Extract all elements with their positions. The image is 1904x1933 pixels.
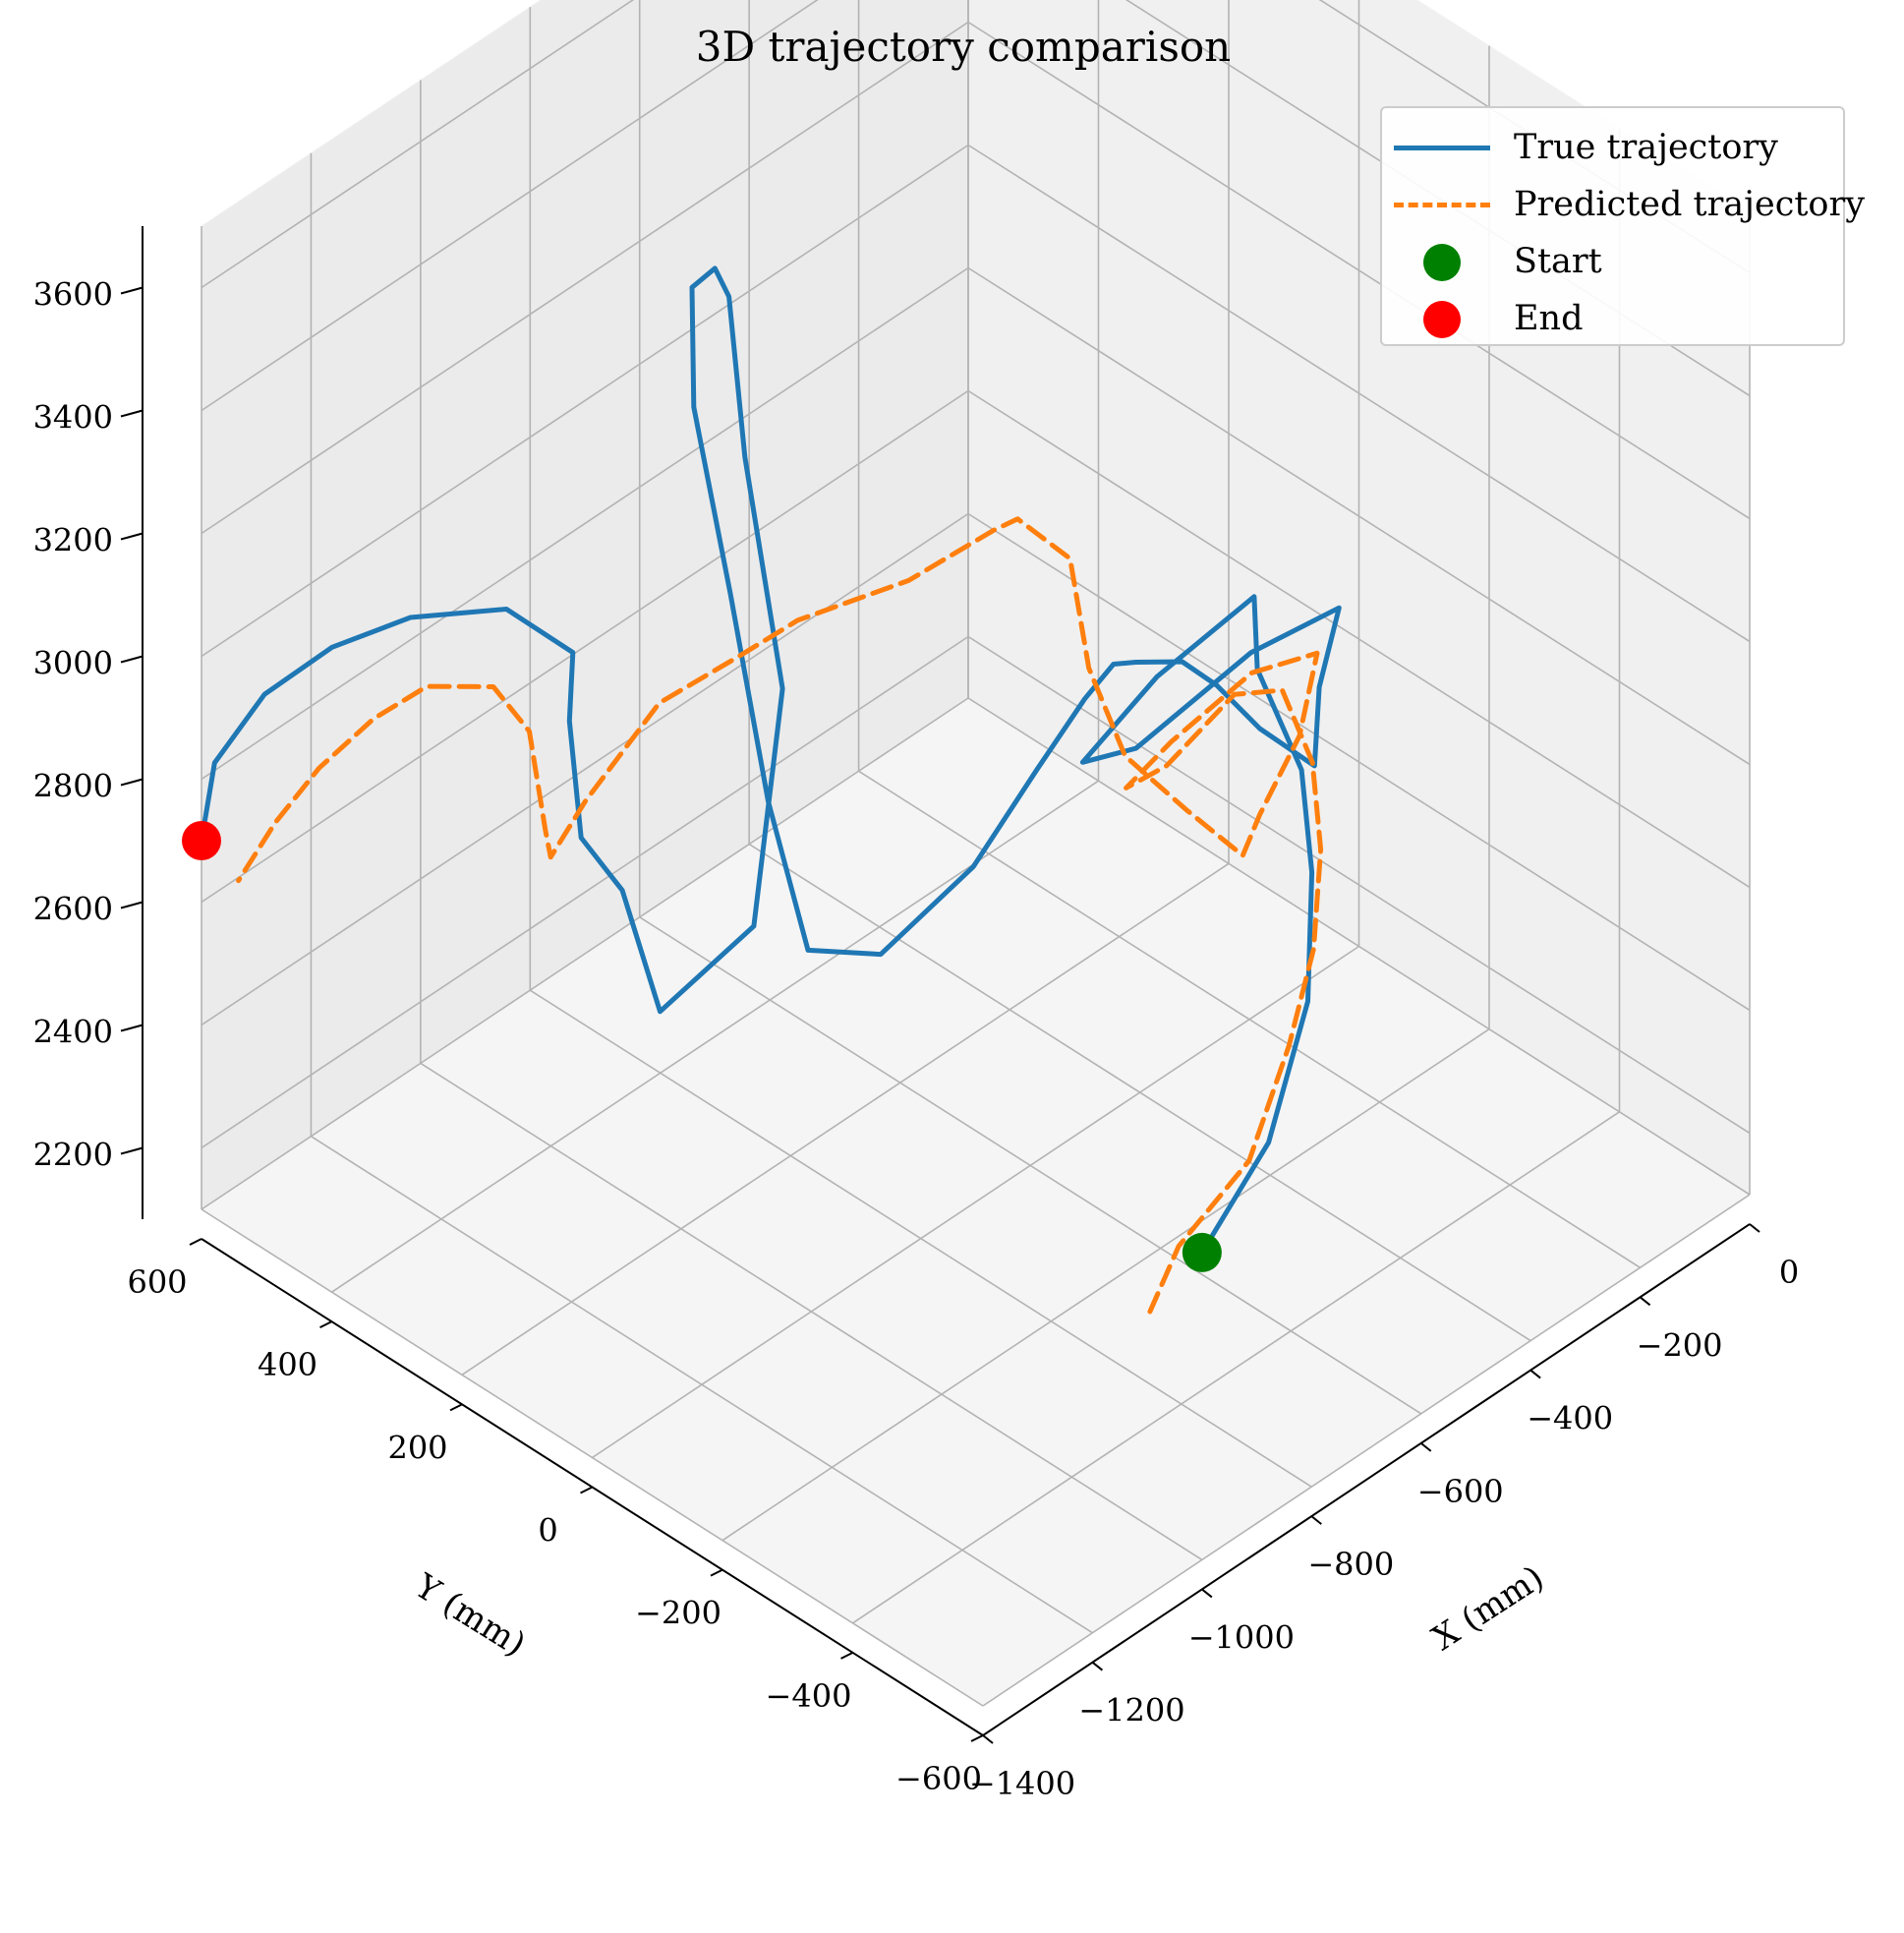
x-tick-label: −200 bbox=[1637, 1326, 1723, 1364]
z-tick-label: 3400 bbox=[33, 399, 113, 437]
grid-line-z-left bbox=[201, 512, 969, 1026]
legend-item-predicted: Predicted trajectory bbox=[1382, 177, 1865, 232]
legend-end-label: End bbox=[1514, 299, 1584, 338]
x-axis-line bbox=[982, 1223, 1751, 1736]
grid-lines bbox=[201, 0, 1751, 1707]
y-tick-mark bbox=[580, 1486, 593, 1494]
legend-true-label: True trajectory bbox=[1514, 128, 1778, 167]
grid-line-y-floor bbox=[201, 697, 969, 1210]
grid-line-z-left bbox=[201, 635, 969, 1149]
y-tick-label: −400 bbox=[766, 1677, 852, 1715]
grid-line-y-floor bbox=[592, 945, 1359, 1459]
x-axis-label: X (mm) bbox=[1425, 1558, 1550, 1659]
z-tick-mark bbox=[120, 1146, 144, 1155]
y-tick-label: 600 bbox=[127, 1263, 187, 1301]
x-tick-label: −600 bbox=[1417, 1473, 1504, 1510]
true-trajectory-line bbox=[199, 265, 1342, 1256]
z-tick-mark bbox=[120, 409, 144, 418]
grid-line-y-floor bbox=[852, 1111, 1620, 1624]
z-tick-label: 2600 bbox=[33, 891, 113, 928]
z-tick-label: 3000 bbox=[33, 645, 113, 682]
legend-start-label: Start bbox=[1514, 242, 1602, 281]
z-tick-label: 2200 bbox=[33, 1137, 113, 1174]
y-tick-label: −600 bbox=[895, 1760, 982, 1797]
y-tick-mark bbox=[970, 1734, 984, 1742]
y-tick-label: 0 bbox=[538, 1512, 557, 1550]
z-tick-label: 3200 bbox=[33, 522, 113, 559]
grid-line-z-right bbox=[967, 21, 1751, 520]
x-tick-label: −800 bbox=[1307, 1546, 1394, 1583]
legend-true-swatch bbox=[1394, 146, 1490, 150]
legend-end-marker bbox=[1423, 301, 1461, 338]
x-tick-label: −1200 bbox=[1078, 1692, 1184, 1729]
legend-predicted-swatch bbox=[1394, 203, 1490, 207]
legend-item-start: Start bbox=[1382, 234, 1843, 289]
grid-line-z-right bbox=[967, 389, 1751, 889]
legend-start-marker bbox=[1423, 244, 1461, 281]
y-tick-label: 400 bbox=[258, 1346, 317, 1383]
z-tick-mark bbox=[120, 286, 144, 295]
z-tick-label: 2400 bbox=[33, 1014, 113, 1051]
legend-item-true: True trajectory bbox=[1382, 120, 1843, 175]
z-tick-label: 3600 bbox=[33, 276, 113, 314]
grid-line-z-left bbox=[201, 0, 635, 289]
x-tick-label: 0 bbox=[1779, 1254, 1799, 1291]
y-tick-mark bbox=[840, 1651, 853, 1660]
x-tick-mark bbox=[1749, 1223, 1760, 1233]
x-tick-mark bbox=[1639, 1296, 1651, 1307]
grid-line-y-floor bbox=[721, 1028, 1490, 1542]
grid-line-z-right bbox=[967, 144, 1751, 643]
z-tick-mark bbox=[120, 655, 144, 664]
grid-line-z-left bbox=[201, 266, 969, 781]
x-tick-mark bbox=[1420, 1442, 1432, 1452]
grid-line-z-right bbox=[967, 635, 1751, 1135]
legend: True trajectory Predicted trajectory Sta… bbox=[1380, 106, 1865, 346]
start-marker bbox=[1182, 1232, 1222, 1272]
z-tick-mark bbox=[120, 1024, 144, 1032]
x-tick-mark bbox=[982, 1734, 994, 1744]
grid-line-y-floor bbox=[461, 862, 1230, 1376]
predicted-trajectory-line bbox=[236, 516, 1324, 1315]
series-layer bbox=[182, 265, 1342, 1315]
chart-title: 3D trajectory comparison bbox=[696, 23, 1231, 71]
grid-line-z-left bbox=[201, 21, 969, 535]
x-tick-label: −1400 bbox=[969, 1765, 1075, 1802]
z-tick-mark bbox=[120, 901, 144, 909]
x-tick-mark bbox=[1529, 1369, 1541, 1379]
y-tick-mark bbox=[189, 1238, 202, 1246]
x-tick-label: −400 bbox=[1527, 1400, 1613, 1437]
grid-line-z-right bbox=[967, 266, 1751, 766]
grid-line-z-left bbox=[201, 0, 819, 412]
legend-item-end: End bbox=[1382, 291, 1843, 346]
tick-labels: −1400−1200−1000 −800 −600 −400 −200 0 600 400 20… bbox=[33, 276, 1800, 1803]
grid-line-z-left bbox=[201, 144, 969, 658]
x-tick-mark bbox=[1310, 1515, 1322, 1525]
grid-line-z-left bbox=[201, 389, 969, 904]
x-tick-mark bbox=[1201, 1588, 1213, 1599]
z-tick-label: 2800 bbox=[33, 768, 113, 805]
z-tick-mark bbox=[120, 778, 144, 787]
y-tick-label: −200 bbox=[635, 1595, 721, 1632]
end-marker bbox=[182, 821, 221, 860]
y-axis-label: Y (mm) bbox=[407, 1566, 532, 1665]
grid-line-z-right bbox=[967, 512, 1751, 1012]
grid-line-y-floor bbox=[982, 1194, 1751, 1707]
y-tick-mark bbox=[319, 1320, 332, 1329]
y-tick-label: 200 bbox=[387, 1429, 447, 1466]
y-tick-mark bbox=[449, 1403, 463, 1412]
x-tick-mark bbox=[1091, 1661, 1104, 1671]
y-tick-mark bbox=[710, 1568, 723, 1577]
z-tick-mark bbox=[120, 532, 144, 541]
x-tick-label: −1000 bbox=[1188, 1618, 1295, 1656]
axis-lines bbox=[120, 226, 1760, 1744]
legend-predicted-label: Predicted trajectory bbox=[1514, 185, 1865, 224]
